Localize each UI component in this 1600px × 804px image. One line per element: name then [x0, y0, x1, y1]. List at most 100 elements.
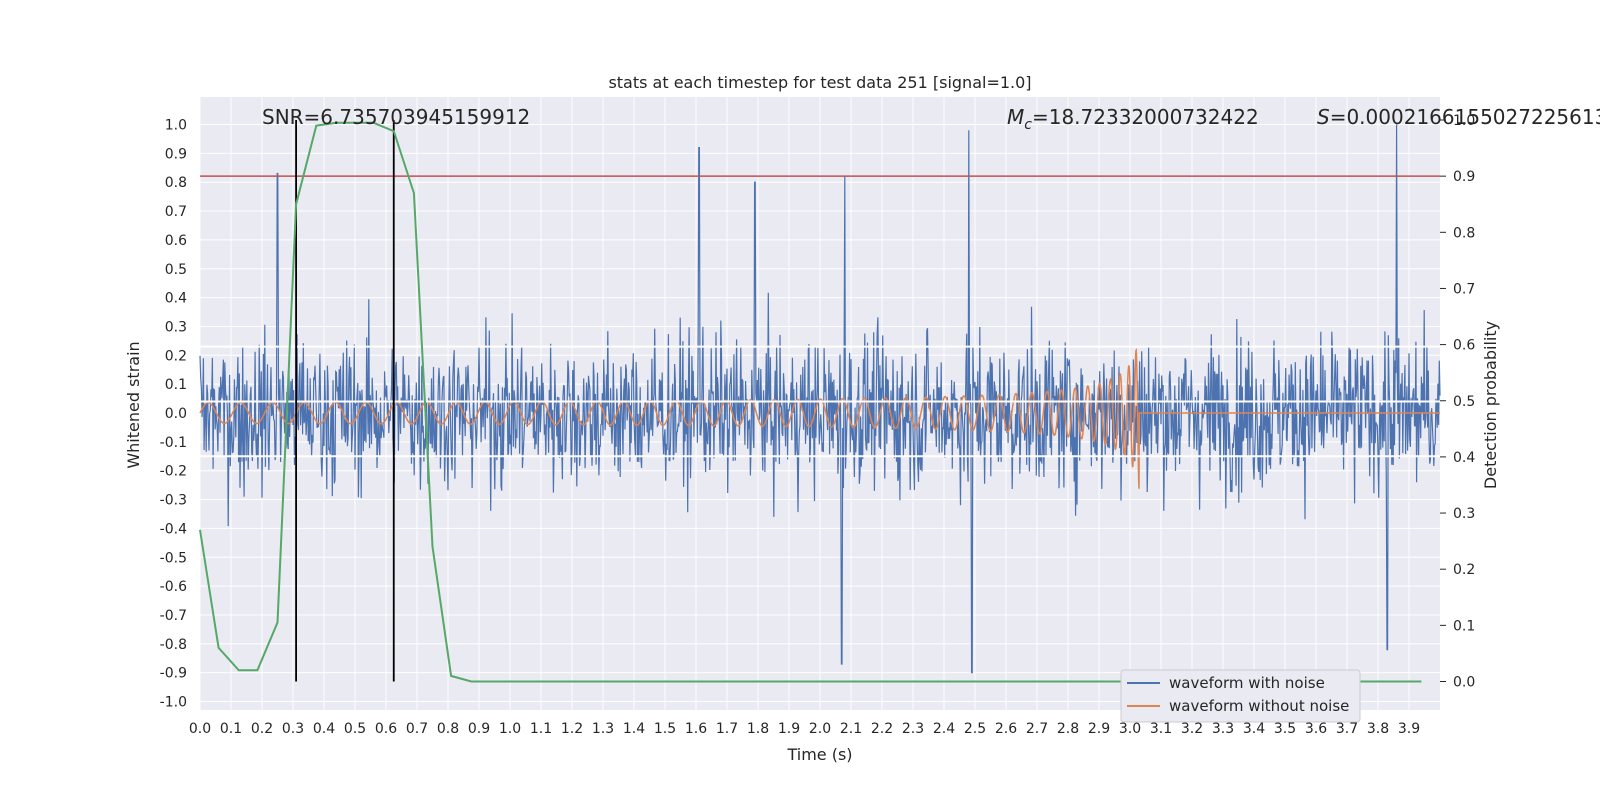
left-y-tick-label: 0.1 [165, 377, 187, 393]
x-tick-label: 2.5 [964, 721, 986, 737]
x-tick-label: 2.1 [840, 721, 862, 737]
left-y-tick-label: -0.6 [160, 579, 187, 595]
x-tick-label: 2.3 [902, 721, 924, 737]
x-tick-label: 3.7 [1336, 721, 1358, 737]
x-tick-label: 2.4 [933, 721, 955, 737]
chirp-mass-annotation: Mc=18.72332000732422 [1007, 105, 1259, 133]
x-tick-label: 3.9 [1398, 721, 1420, 737]
chart-title: stats at each timestep for test data 251… [608, 73, 1031, 92]
x-tick-label: 0.3 [282, 721, 304, 737]
chirp-mass-subscript: c [1024, 117, 1032, 133]
left-y-tick-label: -0.8 [160, 637, 187, 653]
legend-label-noise: waveform with noise [1169, 674, 1325, 692]
x-tick-label: 0.9 [468, 721, 490, 737]
left-y-tick-label: -1.0 [160, 695, 187, 711]
legend-box [1120, 669, 1361, 723]
x-tick-label: 0.6 [375, 721, 397, 737]
right-y-tick-label: 0.3 [1453, 506, 1475, 522]
s-symbol: S [1317, 105, 1330, 129]
x-tick-label: 0.2 [251, 721, 273, 737]
right-y-tick-label: 0.7 [1453, 281, 1475, 297]
legend: waveform with noise waveform without noi… [1120, 669, 1361, 723]
x-tick-label: 2.6 [995, 721, 1017, 737]
left-y-tick-label: 0.7 [165, 204, 187, 220]
left-y-tick-label: 0.8 [165, 175, 187, 191]
left-y-tick-label: 0.6 [165, 233, 187, 249]
x-tick-label: 0.0 [189, 721, 211, 737]
right-y-axis-label: Detection probability [1481, 321, 1500, 489]
x-tick-label: 1.8 [747, 721, 769, 737]
left-y-tick-label: 1.0 [165, 118, 187, 134]
x-tick-label: 1.2 [561, 721, 583, 737]
left-y-tick-label: -0.9 [160, 666, 187, 682]
noise-waveform-layer [199, 124, 1441, 674]
clean-waveform-layer [199, 348, 1440, 489]
left-y-tick-label: 0.2 [165, 348, 187, 364]
left-y-tick-label: 0.9 [165, 146, 187, 162]
x-tick-label: 3.3 [1212, 721, 1234, 737]
right-y-tick-label: 1.0 [1453, 113, 1475, 129]
x-tick-label: 1.3 [592, 721, 614, 737]
x-tick-label: 1.1 [530, 721, 552, 737]
right-y-tick-label: 0.1 [1453, 618, 1475, 634]
x-tick-label: 2.7 [1026, 721, 1048, 737]
left-y-tick-label: -0.1 [160, 435, 187, 451]
chirp-mass-value: =18.72332000732422 [1032, 105, 1259, 129]
right-y-tick-label: 0.2 [1453, 562, 1475, 578]
left-y-tick-label: 0.0 [165, 406, 187, 422]
left-y-tick-label: -0.5 [160, 550, 187, 566]
x-axis-label: Time (s) [786, 745, 852, 764]
snr-annotation: SNR=6.735703945159912 [262, 105, 530, 129]
x-tick-label: 3.4 [1243, 721, 1265, 737]
x-tick-label: 2.0 [809, 721, 831, 737]
x-tick-label: 1.5 [654, 721, 676, 737]
x-tick-label: 0.4 [313, 721, 335, 737]
s-value: =0.00021661550272256136 [1330, 105, 1600, 129]
series-waveform-with-noise [199, 124, 1441, 674]
x-tick-label: 3.1 [1150, 721, 1172, 737]
detection-probability-layer [199, 121, 1422, 683]
x-tick-label: 1.9 [778, 721, 800, 737]
grid [199, 97, 1440, 710]
x-tick-labels: 0.0 0.1 0.2 0.3 0.4 0.5 0.6 0.7 0.8 0.9 1.0 1.1 1.2 1… [189, 721, 1420, 737]
left-y-tick-label: -0.3 [160, 493, 187, 509]
right-y-tick-label: 0.5 [1453, 394, 1475, 410]
x-tick-label: 2.2 [871, 721, 893, 737]
x-tick-label: 2.8 [1057, 721, 1079, 737]
x-tick-label: 3.0 [1119, 721, 1141, 737]
left-y-axis-label: Whitened strain [124, 341, 143, 468]
x-tick-label: 2.9 [1088, 721, 1110, 737]
series-detection-probability [199, 121, 1422, 683]
legend-label-clean: waveform without noise [1169, 697, 1349, 715]
right-y-tick-labels: 0.0 0.1 0.2 0.3 0.4 0.5 0.6 0.7 0.8 0.9 1.0 [1440, 113, 1475, 691]
series-waveform-without-noise [199, 348, 1440, 489]
x-tick-label: 0.7 [406, 721, 428, 737]
x-tick-label: 3.5 [1274, 721, 1296, 737]
x-tick-label: 1.6 [685, 721, 707, 737]
x-tick-label: 3.6 [1305, 721, 1327, 737]
left-y-tick-label: -0.2 [160, 464, 187, 480]
left-y-tick-label: 0.3 [165, 319, 187, 335]
left-y-tick-label: -0.4 [160, 521, 187, 537]
left-y-tick-label: 0.4 [165, 291, 187, 307]
left-y-tick-label: -0.7 [160, 608, 187, 624]
s-annotation: S=0.00021661550272256136 [1317, 105, 1600, 129]
chirp-mass-symbol: M [1007, 105, 1024, 129]
x-tick-label: 0.1 [220, 721, 242, 737]
x-tick-label: 1.4 [623, 721, 645, 737]
left-y-tick-labels: -1.0 -0.9 -0.8 -0.7 -0.6 -0.5 -0.4 -0.3 -0.2 -0.1… [160, 118, 187, 711]
x-tick-label: 1.0 [499, 721, 521, 737]
x-tick-label: 3.8 [1367, 721, 1389, 737]
x-tick-label: 1.7 [716, 721, 738, 737]
x-tick-label: 3.2 [1181, 721, 1203, 737]
right-y-tick-label: 0.8 [1453, 225, 1475, 241]
right-y-tick-label: 0.4 [1453, 450, 1475, 466]
left-y-tick-label: 0.5 [165, 262, 187, 278]
right-y-tick-label: 0.6 [1453, 338, 1475, 354]
right-y-tick-label: 0.9 [1453, 169, 1475, 185]
x-tick-label: 0.8 [437, 721, 459, 737]
x-tick-label: 0.5 [344, 721, 366, 737]
right-y-tick-label: 0.0 [1453, 675, 1475, 691]
